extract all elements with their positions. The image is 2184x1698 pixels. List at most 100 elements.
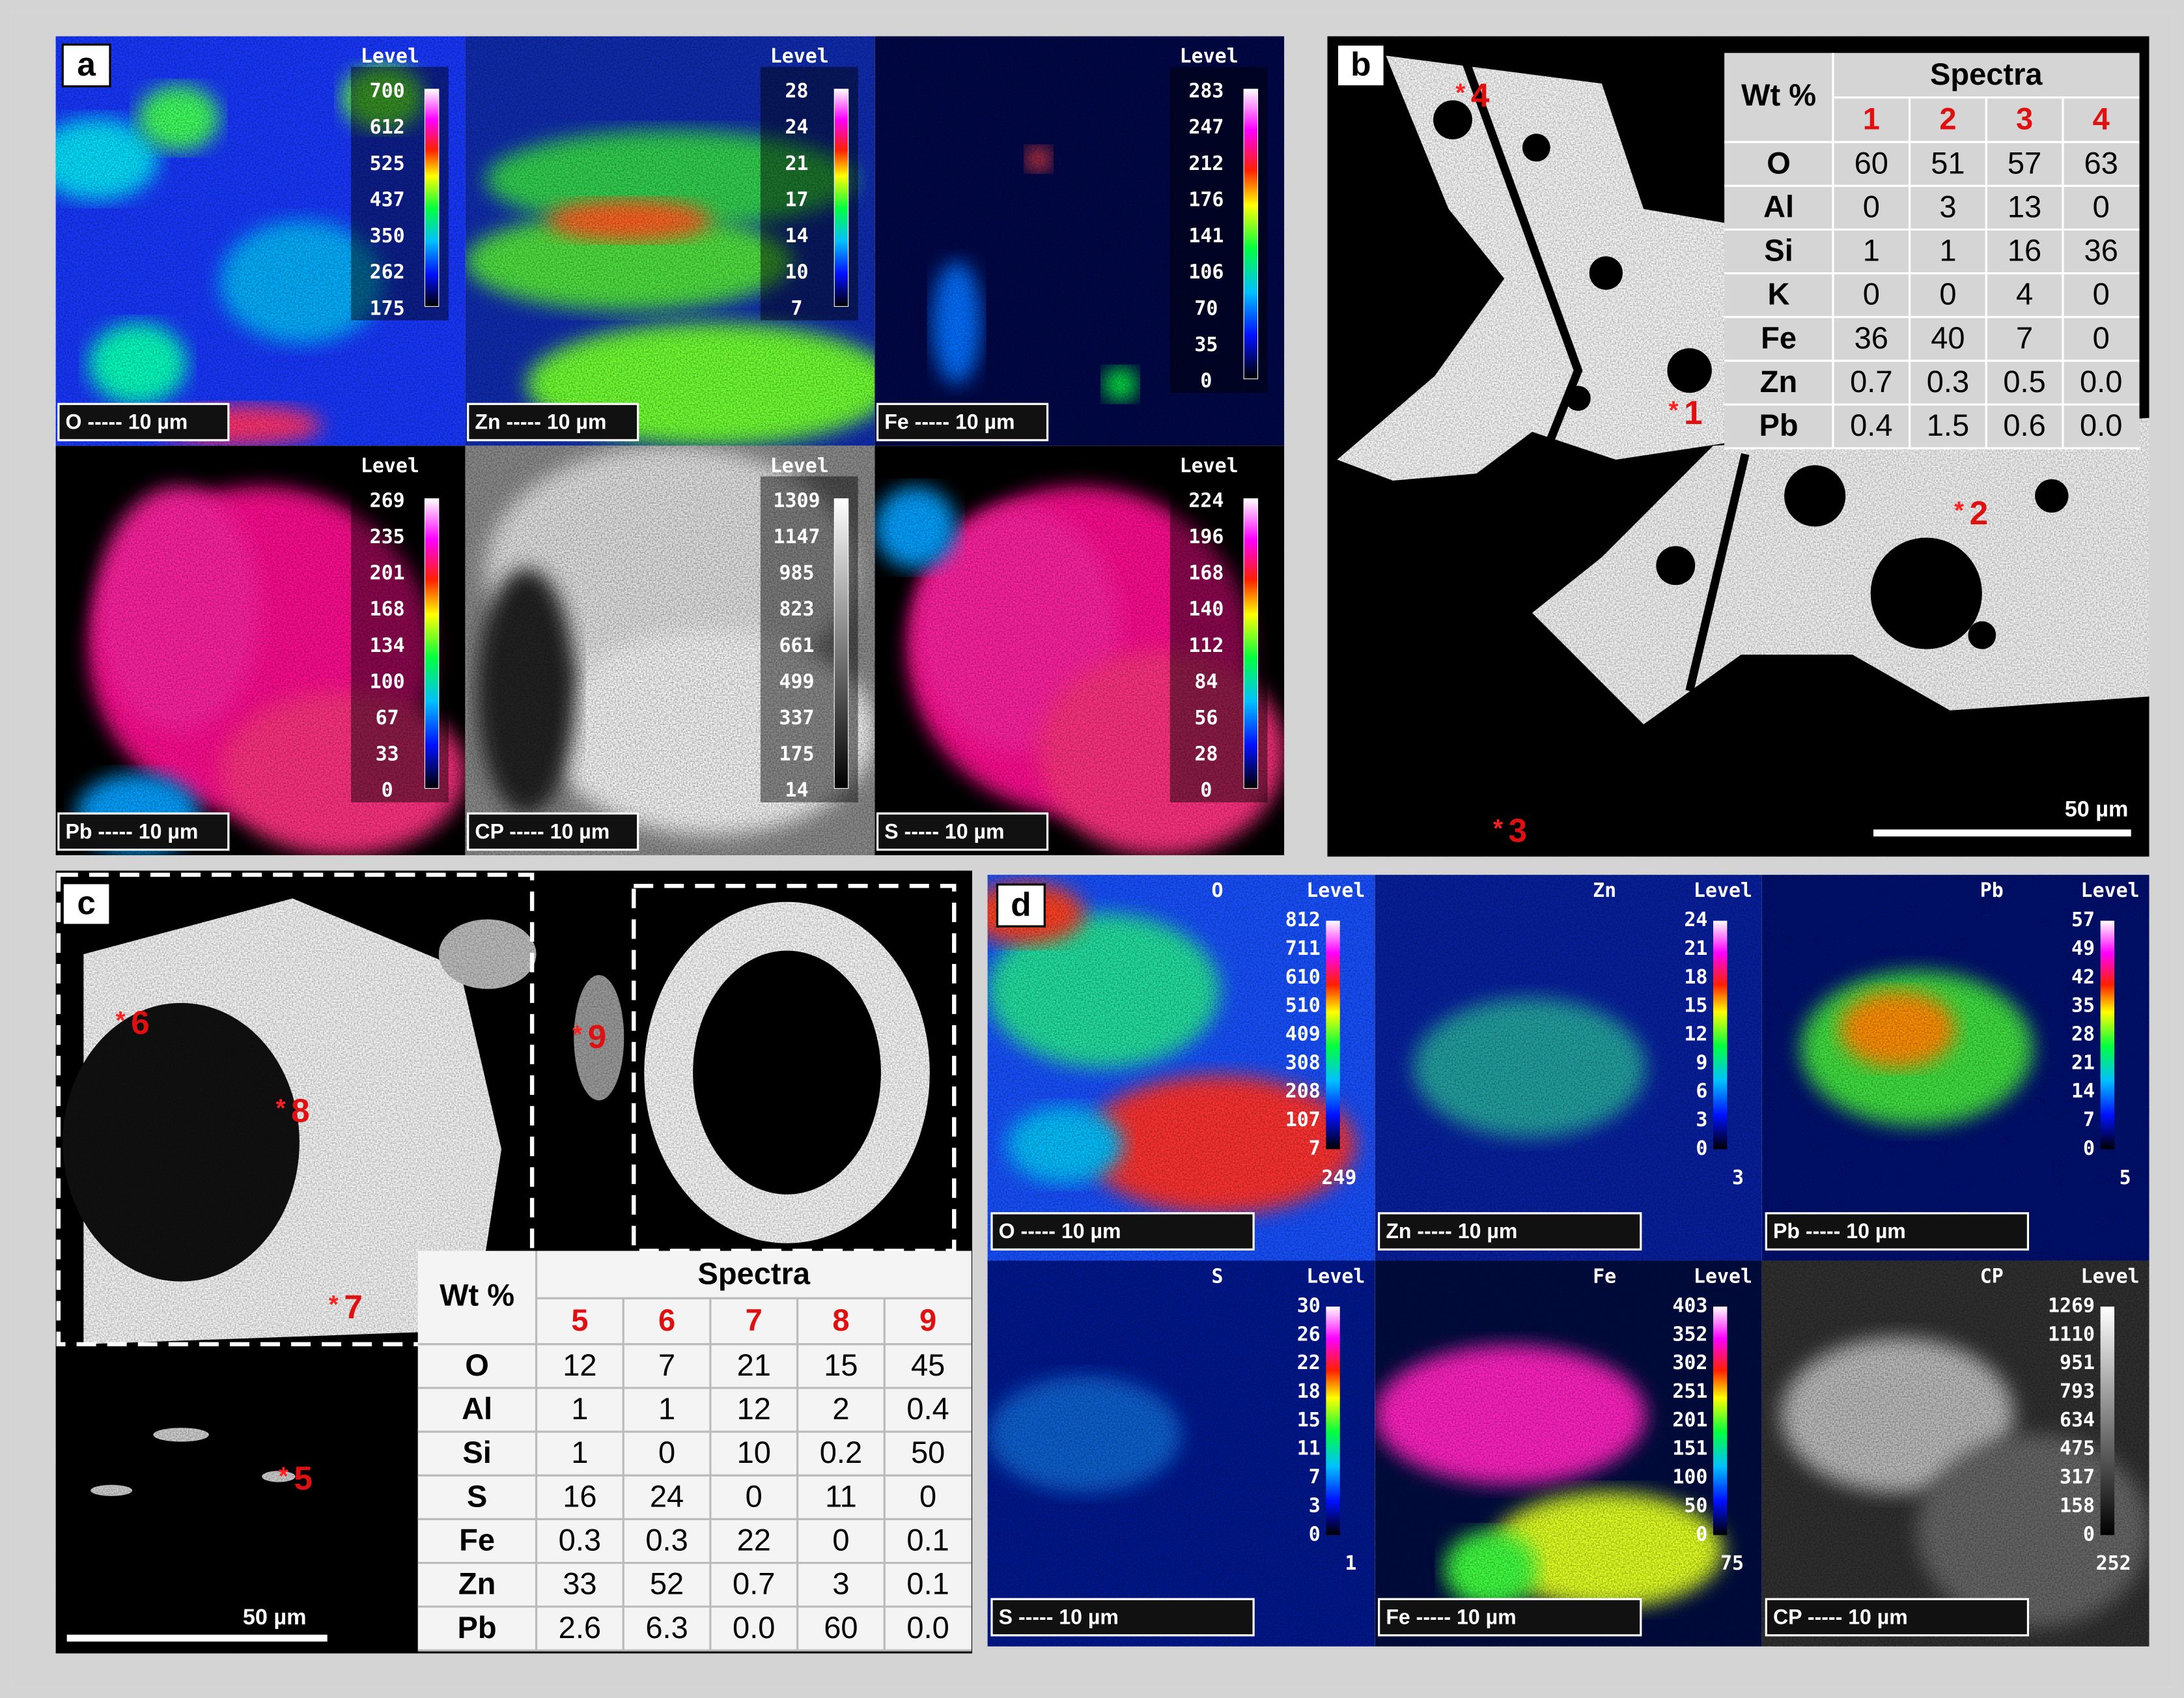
level-value: 0 [1200,369,1212,392]
panel-label-box [61,43,111,88]
level-value: 35 [1194,333,1218,356]
level-value: 0 [382,779,393,802]
level-value: 24 [1684,909,1707,931]
level-value: 57 [2071,909,2095,931]
level-value: 12 [1684,1023,1707,1046]
level-value: 700 [370,80,405,103]
spectrum-number: 3 [1509,812,1528,849]
level-value: 28 [2071,1023,2095,1046]
table-cell: 10 [737,1435,771,1469]
table-cell: 0.5 [2003,364,2045,399]
texture [1375,875,1762,1261]
level-value: 1269 [2048,1295,2095,1318]
table-cell: 2 [832,1391,849,1426]
table-cell: 0.0 [733,1610,775,1645]
level-value: 28 [785,80,808,103]
level-value: 251 [1672,1380,1707,1403]
element-map [465,36,875,446]
level-value: 475 [2060,1437,2095,1460]
table-cell: 15 [824,1348,858,1382]
level-title: Level [1306,1266,1365,1288]
table-cell: 1 [571,1391,588,1426]
element-map [1761,1260,2149,1647]
table-cell: 0.3 [559,1523,601,1557]
level-value: 14 [785,779,808,802]
map-caption: Pb ----- 10 µm [66,819,199,843]
table-cell: 11 [825,1479,857,1513]
level-value: 14 [2071,1080,2095,1103]
level-value: 262 [370,261,405,284]
level-value: 9 [1696,1051,1707,1074]
level-value: 823 [779,598,814,621]
map-element: CP [1980,1266,2004,1288]
color-bar [1713,1307,1728,1535]
color-bar [1326,920,1340,1150]
table-cell: 0.4 [906,1391,949,1426]
map-element: S [1211,1266,1223,1288]
table-cell: 0 [832,1523,849,1557]
table-cell: 63 [2084,145,2118,180]
level-value: 308 [1285,1051,1321,1074]
panel-label-box [996,883,1046,927]
level-value: 985 [779,562,814,585]
table-cell: 0.7 [1850,364,1892,399]
level-value: 0 [1696,1137,1707,1160]
table-cell: 0 [2093,277,2110,311]
level-title: Level [2081,1266,2140,1288]
table-cell: 0.0 [2080,364,2122,399]
table-cell: 0.2 [820,1435,862,1469]
level-minimum: 75 [1720,1552,1744,1575]
spectrum-star: * [572,1021,582,1049]
level-value: 7 [2083,1109,2095,1131]
level-value: 30 [1297,1295,1321,1318]
element-map [55,446,466,856]
panel-label-box [61,882,111,926]
level-value: 0 [2083,1137,2095,1160]
spectrum-star: * [276,1095,286,1123]
level-value: 711 [1285,937,1321,960]
level-value: 84 [1194,670,1218,693]
table-cell: 52 [650,1566,684,1601]
level-value: 35 [2071,995,2095,1017]
level-value: 3 [1309,1494,1321,1517]
row-header: Pb [458,1610,497,1645]
level-value: 140 [1188,598,1224,621]
caption-box [876,812,1049,851]
color-bar [833,89,849,307]
spectrum-number: 1 [1684,394,1703,431]
map-caption: Pb ----- 10 µm [1773,1219,1906,1243]
level-value: 812 [1285,909,1321,931]
spectrum-number: 9 [588,1018,607,1055]
level-value: 33 [376,743,399,766]
level-value: 302 [1672,1351,1707,1374]
scale-bar-label: 50 µm [243,1605,307,1630]
level-value: 1110 [2048,1323,2095,1346]
table-cell: 0 [2093,320,2110,355]
map-caption: Fe ----- 10 µm [1386,1606,1516,1629]
level-value: 21 [785,152,808,175]
level-title: Level [770,455,829,477]
map-element: Zn [1593,879,1616,902]
caption-box [57,403,230,442]
table-cell: 12 [737,1391,771,1426]
caption-box [467,403,639,442]
table-cell: 21 [737,1348,771,1382]
level-value: 15 [1297,1409,1321,1432]
element-map [987,875,1375,1261]
level-value: 50 [1684,1494,1707,1517]
level-title: Level [361,45,419,68]
map-caption: Zn ----- 10 µm [1386,1219,1517,1243]
level-value: 176 [1188,188,1224,211]
table-cell: 4 [2016,277,2033,311]
map-caption: O ----- 10 µm [66,410,188,434]
map-caption: Fe ----- 10 µm [884,410,1015,434]
map-caption: O ----- 10 µm [999,1219,1121,1243]
level-value: 196 [1188,526,1224,548]
panel-label: b [1351,46,1371,83]
texture [465,446,875,856]
spectrum-column: 4 [2093,101,2110,135]
level-value: 134 [370,634,405,657]
table-cell: 0.0 [906,1610,949,1645]
table-cell: 16 [563,1479,596,1513]
table-cell: 0.6 [2003,408,2045,442]
